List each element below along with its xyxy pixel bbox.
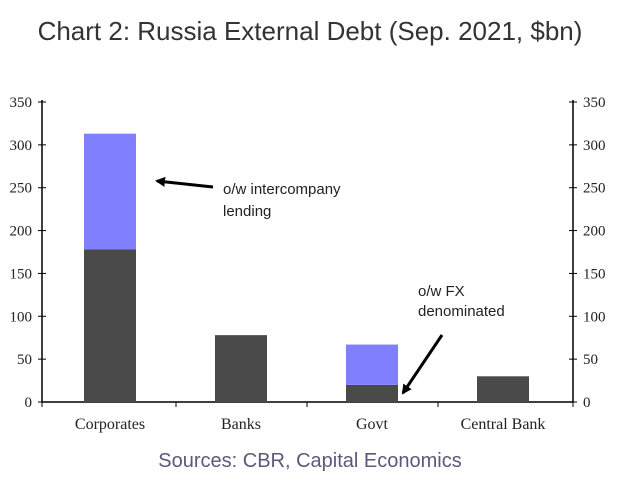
annotation-arrow-intercompany <box>155 176 214 189</box>
bar-segment-total <box>346 384 398 402</box>
bar-segment-total <box>215 335 267 402</box>
y-tick-label-right: 50 <box>583 352 598 368</box>
x-category-label: Corporates <box>75 416 145 433</box>
y-tick-label-left: 300 <box>10 138 33 154</box>
y-tick-label-left: 150 <box>10 266 33 282</box>
annotation-label-intercompany: o/w intercompany <box>223 181 341 198</box>
y-tick-label-right: 150 <box>583 266 606 282</box>
bar-segment-total <box>477 376 529 402</box>
y-tick-label-left: 50 <box>17 352 32 368</box>
y-tick-label-left: 350 <box>10 95 33 111</box>
bar-segment-subset <box>346 344 398 385</box>
chart-title: Chart 2: Russia External Debt (Sep. 2021… <box>37 16 583 46</box>
y-tick-label-left: 200 <box>10 224 33 240</box>
y-tick-label-right: 350 <box>583 95 606 111</box>
x-category-label: Central Bank <box>461 416 546 433</box>
source-note: Sources: CBR, Capital Economics <box>158 450 462 472</box>
y-tick-label-left: 0 <box>25 395 33 411</box>
annotation-label-fx: o/w FX <box>418 283 465 300</box>
y-tick-label-right: 100 <box>583 309 606 325</box>
y-tick-label-right: 200 <box>583 224 606 240</box>
annotation-label-fx: denominated <box>418 303 505 320</box>
y-tick-label-right: 300 <box>583 138 606 154</box>
x-category-label: Govt <box>356 416 389 433</box>
bar-segment-subset <box>84 133 136 250</box>
y-tick-label-left: 100 <box>10 309 33 325</box>
annotation-label-intercompany: lending <box>223 203 271 220</box>
bar-segment-total <box>84 249 136 402</box>
annotations: o/w intercompany lending o/w FX denominated <box>155 176 505 395</box>
annotation-arrow-fx <box>401 334 444 395</box>
bars <box>84 133 529 402</box>
y-tick-label-right: 0 <box>583 395 591 411</box>
y-tick-label-left: 250 <box>10 181 33 197</box>
y-tick-label-right: 250 <box>583 181 606 197</box>
x-category-label: Banks <box>221 416 261 433</box>
